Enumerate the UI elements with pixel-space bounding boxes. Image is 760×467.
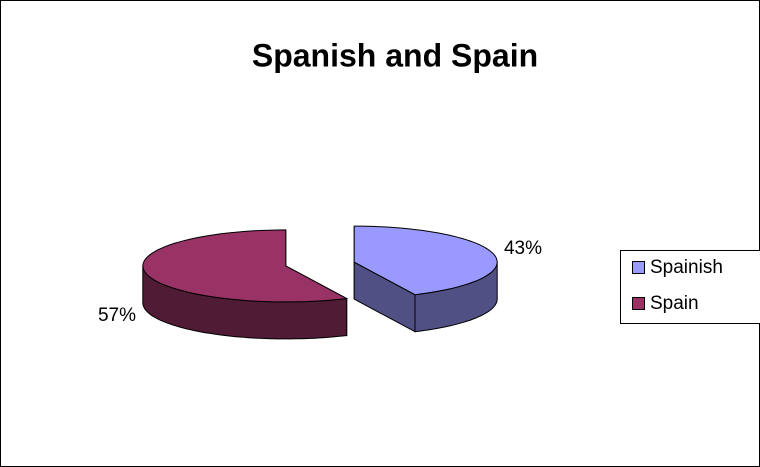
legend-swatch [632, 297, 645, 310]
chart-title: Spanish and Spain [252, 37, 538, 73]
data-label: 57% [98, 305, 136, 326]
legend-label: Spain [650, 293, 699, 314]
data-label: 43% [504, 238, 542, 259]
slice [142, 229, 349, 303]
legend-label: Spainish [650, 257, 723, 278]
legend-swatch [632, 261, 645, 274]
slice [353, 225, 498, 296]
